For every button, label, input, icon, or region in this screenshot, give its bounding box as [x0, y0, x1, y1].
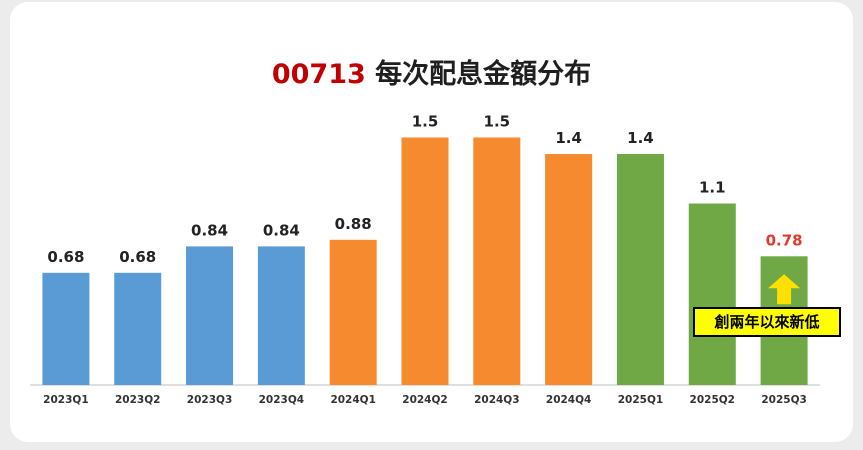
title-text: 每次配息金額分布 [375, 59, 592, 90]
data-label-2023Q3: 0.84 [191, 221, 228, 239]
x-tick-label-2024Q4: 2024Q4 [546, 394, 591, 406]
x-tick-label-2023Q2: 2023Q2 [115, 394, 160, 406]
data-label-2023Q4: 0.84 [263, 221, 300, 239]
bar-2024Q2 [401, 137, 449, 385]
data-label-2025Q2: 1.1 [699, 179, 726, 197]
data-label-2023Q2: 0.68 [119, 248, 156, 266]
bar-2025Q1 [616, 154, 664, 385]
bar-2024Q1 [329, 239, 377, 385]
bar-2023Q4 [257, 246, 305, 385]
data-label-2024Q2: 1.5 [412, 113, 439, 131]
bar-2024Q3 [473, 137, 521, 385]
data-label-2023Q1: 0.68 [47, 248, 84, 266]
bar-2023Q1 [42, 272, 90, 385]
annotation-callout: 創兩年以來新低 [693, 307, 841, 337]
x-tick-label-2025Q2: 2025Q2 [690, 394, 735, 406]
x-tick-label-2023Q3: 2023Q3 [187, 394, 232, 406]
x-tick-label-2024Q3: 2024Q3 [474, 394, 519, 406]
bar-2024Q4 [545, 154, 593, 385]
bar-2025Q2 [688, 203, 736, 385]
x-tick-label-2023Q4: 2023Q4 [259, 394, 304, 406]
x-tick-label-2023Q1: 2023Q1 [43, 394, 88, 406]
up-arrow-icon [768, 274, 801, 305]
bar-2023Q3 [186, 246, 234, 385]
fund-code: 00713 [271, 59, 366, 90]
x-tick-label-2025Q1: 2025Q1 [618, 394, 663, 406]
x-tick-label-2024Q1: 2024Q1 [330, 394, 375, 406]
data-label-2024Q4: 1.4 [555, 129, 582, 147]
data-label-2024Q1: 0.88 [335, 215, 372, 233]
chart-title: 00713 每次配息金額分布 [0, 52, 863, 91]
x-tick-label-2025Q3: 2025Q3 [761, 394, 806, 406]
bar-2023Q2 [114, 272, 162, 385]
data-label-2024Q3: 1.5 [484, 113, 511, 131]
data-label-2025Q3: 0.78 [766, 231, 803, 249]
x-tick-label-2024Q2: 2024Q2 [402, 394, 447, 406]
data-label-2025Q1: 1.4 [627, 129, 654, 147]
